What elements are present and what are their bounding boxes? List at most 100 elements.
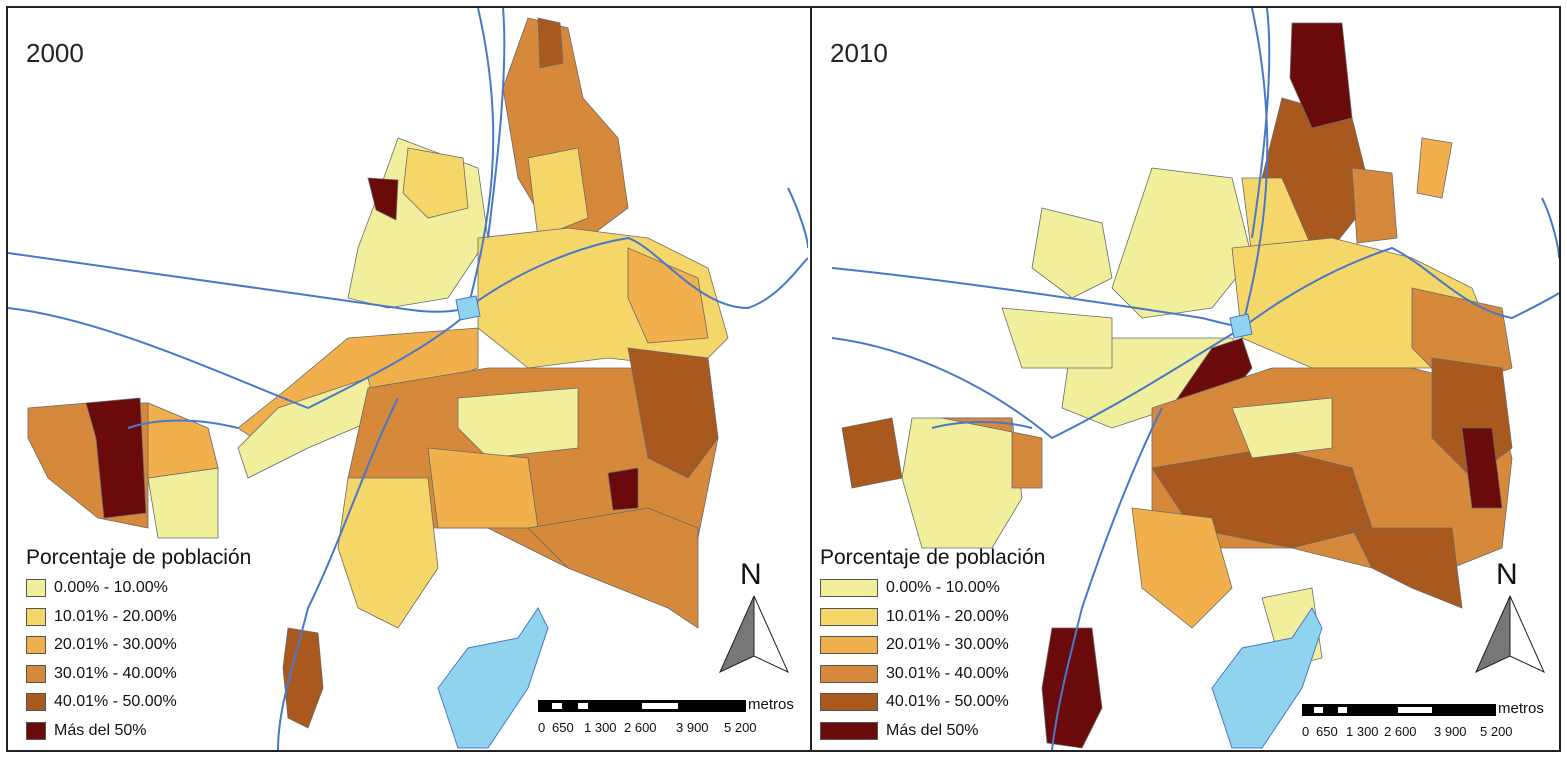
north-letter: N — [1496, 558, 1518, 591]
scale-bar: metros 0 650 1 300 2 600 3 900 5 200 — [538, 696, 808, 746]
district-south-satellite — [282, 627, 324, 729]
scale-tick: 2 600 — [1384, 724, 1417, 739]
legend-swatch — [26, 636, 46, 655]
legend-label: 10.01% - 20.00% — [54, 607, 177, 625]
legend-swatch — [26, 693, 46, 712]
north-arrow-icon — [1474, 595, 1546, 674]
choropleth-map-2000 — [8, 8, 808, 750]
legend-swatch — [820, 721, 878, 740]
scale-tick: 0 — [538, 720, 546, 735]
lake-reservoir — [437, 607, 549, 749]
scale-bar: metros 0 650 1 300 2 600 3 900 5 200 — [1302, 700, 1559, 746]
district-ne — [1351, 167, 1398, 244]
legend-item: 0.00% - 10.00% — [820, 574, 1045, 603]
legend: Porcentaje de población 0.00% - 10.00% 1… — [26, 546, 251, 745]
district-far-west-light — [147, 467, 219, 539]
north-arrow-icon — [718, 595, 790, 674]
legend-swatch — [26, 579, 46, 598]
north-letter: N — [740, 558, 762, 591]
scale-tick: 1 300 — [584, 720, 617, 735]
legend-swatch — [820, 664, 878, 683]
district-east-dark — [627, 347, 719, 479]
north-arrow: N — [1472, 558, 1552, 678]
district-nw — [1111, 167, 1253, 319]
legend-title: Porcentaje de población — [26, 546, 252, 569]
scale-tick: 3 900 — [676, 720, 709, 735]
legend-item: 40.01% - 50.00% — [26, 688, 251, 717]
district-nw2 — [1031, 207, 1113, 299]
legend-item: 10.01% - 20.00% — [820, 603, 1045, 632]
district-sw — [1131, 507, 1233, 629]
legend-label: 30.01% - 40.00% — [54, 664, 177, 682]
district-south-light — [1231, 397, 1333, 459]
district-centre-east — [627, 247, 709, 344]
district-west-orange — [941, 417, 1043, 489]
district-south-light — [457, 387, 579, 459]
district-far-west — [841, 417, 903, 489]
legend-swatch — [820, 693, 878, 712]
map-year: 2000 — [26, 38, 84, 68]
legend-item: 20.01% - 30.00% — [820, 631, 1045, 660]
district-south-mid — [427, 447, 539, 529]
north-arrow: N — [716, 558, 796, 678]
district-north-top — [1289, 22, 1353, 129]
district-west-orange — [147, 402, 219, 479]
legend-item: 20.01% - 30.00% — [26, 631, 251, 660]
lake-reservoir — [1211, 607, 1323, 749]
scale-tick: 650 — [1316, 724, 1338, 739]
choropleth-map-2010 — [831, 8, 1559, 750]
legend: Porcentaje de población 0.00% - 10.00% 1… — [820, 546, 1045, 745]
district-east-maroon — [1461, 427, 1503, 509]
legend-item: 10.01% - 20.00% — [26, 603, 251, 632]
lake-river-junction — [1229, 313, 1253, 339]
legend-label: 10.01% - 20.00% — [886, 607, 1009, 625]
panel-divider — [810, 6, 812, 752]
scale-bar-graphic — [1302, 704, 1496, 716]
figure-frame — [6, 6, 1561, 752]
legend-item: 0.00% - 10.00% — [26, 574, 251, 603]
legend-item: Más del 50% — [26, 717, 251, 746]
legend-item: 30.01% - 40.00% — [820, 660, 1045, 689]
legend-label: 20.01% - 30.00% — [54, 636, 177, 654]
legend-item: 30.01% - 40.00% — [26, 660, 251, 689]
map-panel-2000: 2000 Porcentaje de población 0.00% - 10.… — [8, 8, 808, 750]
district-se — [1351, 527, 1463, 609]
legend-label: 40.01% - 50.00% — [54, 693, 177, 711]
legend-label: 30.01% - 40.00% — [886, 664, 1009, 682]
legend-swatch — [820, 636, 878, 655]
legend-swatch — [26, 607, 46, 626]
scale-tick: 1 300 — [1346, 724, 1379, 739]
legend-item: 40.01% - 50.00% — [820, 688, 1045, 717]
district-ne-far — [1416, 137, 1453, 199]
district-west-light2 — [1001, 307, 1113, 369]
legend-swatch — [26, 721, 46, 740]
scale-unit: metros — [748, 696, 794, 713]
district-se — [527, 507, 699, 629]
scale-tick: 0 — [1302, 724, 1310, 739]
legend-label: 0.00% - 10.00% — [54, 579, 168, 597]
scale-bar-graphic — [538, 700, 746, 712]
district-north-top — [537, 17, 564, 69]
legend-label: 40.01% - 50.00% — [886, 693, 1009, 711]
map-year: 2010 — [830, 38, 888, 68]
scale-tick: 5 200 — [1480, 724, 1513, 739]
scale-tick: 2 600 — [624, 720, 657, 735]
legend-swatch — [820, 579, 878, 598]
district-north-light — [527, 147, 589, 239]
district-nw-dark — [367, 177, 399, 221]
map-panel-2010: 2010 Porcentaje de población 0.00% - 10.… — [812, 8, 1559, 750]
scale-unit: metros — [1498, 700, 1544, 717]
legend-title: Porcentaje de población — [820, 546, 1046, 569]
scale-tick: 5 200 — [724, 720, 757, 735]
district-far-west-light — [901, 417, 1023, 549]
scale-tick: 3 900 — [1434, 724, 1467, 739]
lake-river-junction — [455, 295, 481, 321]
district-sw — [337, 477, 439, 629]
legend-label: Más del 50% — [54, 721, 147, 739]
district-se-dark — [607, 467, 639, 511]
scale-tick: 650 — [552, 720, 574, 735]
legend-swatch — [820, 607, 878, 626]
legend-label: 0.00% - 10.00% — [886, 579, 1000, 597]
legend-label: 20.01% - 30.00% — [886, 636, 1009, 654]
legend-swatch — [26, 664, 46, 683]
